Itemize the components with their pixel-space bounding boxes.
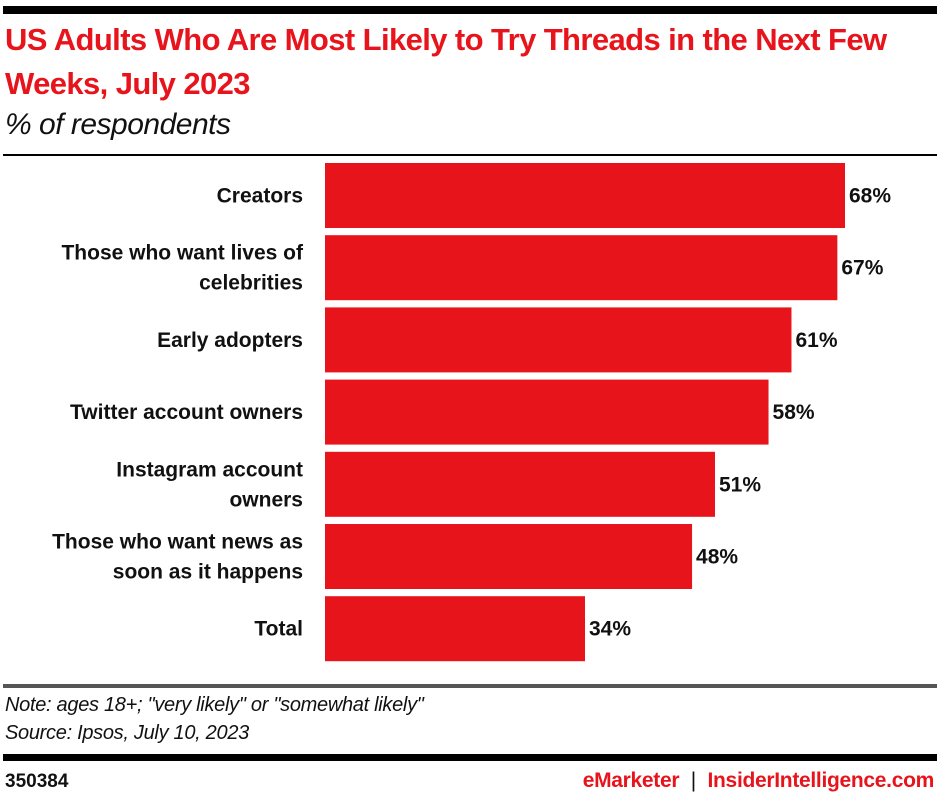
source-text: Source: Ipsos, July 10, 2023 [5,722,249,744]
footer-rule [3,684,937,688]
category-label: Those who want news as [52,531,303,554]
bottom-rule [3,754,937,761]
chart-subtitle: % of respondents [5,108,231,141]
value-label: 67% [841,257,883,280]
header-rule [3,154,937,156]
brand-logo: eMarketer | InsiderIntelligence.com [582,769,935,793]
bar [325,596,585,662]
category-label: Early adopters [157,329,303,352]
category-label: Total [254,618,303,641]
category-label: Instagram account [116,458,303,481]
bar [325,451,715,517]
brand-separator: | [690,769,696,792]
chart-id: 350384 [5,771,69,792]
bar [325,379,769,445]
value-label: 34% [589,618,631,641]
note-text: Note: ages 18+; "very likely" or "somewh… [5,694,424,716]
bar [325,307,792,373]
bar [325,163,845,228]
bar [325,235,838,301]
bar-chart: 68% Creators 67% Those who want lives of cel… [52,163,891,662]
category-label: Twitter account owners [70,401,303,424]
category-label: Those who want lives of [61,242,304,265]
value-label: 51% [719,473,761,496]
category-label: Creators [217,185,303,208]
category-label: soon as it happens [113,561,303,584]
top-rule [3,6,937,14]
category-label: owners [229,488,303,511]
chart-title: US Adults Who Are Most Likely to Try Thr… [5,22,887,101]
value-label: 58% [773,401,815,424]
value-label: 61% [795,329,837,352]
brand-insider: InsiderIntelligence.com [707,769,935,792]
value-label: 48% [696,546,738,569]
category-label: celebrities [199,272,303,295]
value-label: 68% [849,185,891,208]
bar [325,524,693,589]
brand-emarketer: eMarketer [582,769,680,792]
